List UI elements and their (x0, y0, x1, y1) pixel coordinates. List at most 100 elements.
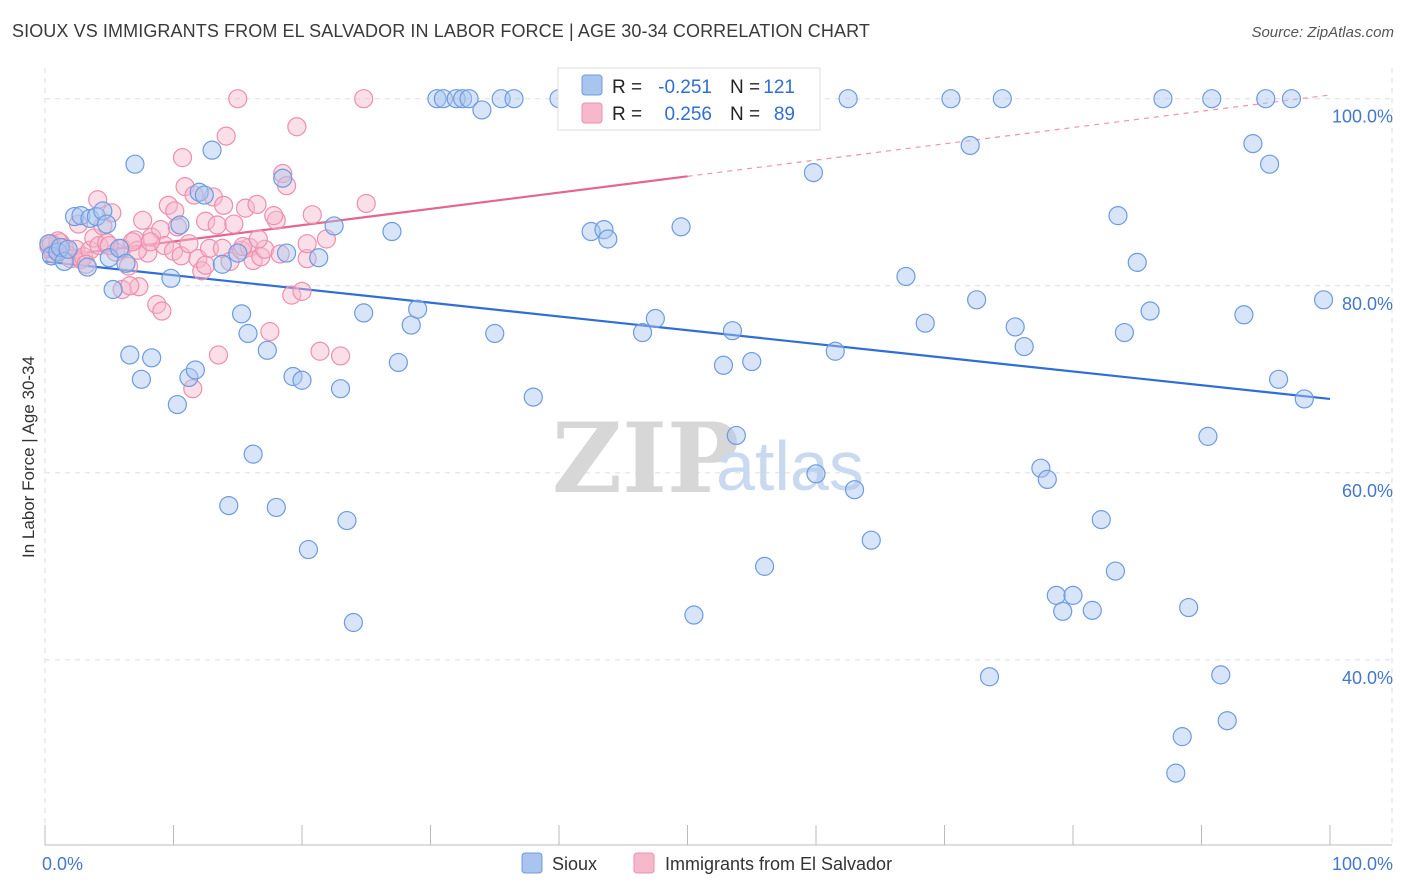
sioux-point-114 (1217, 711, 1237, 731)
sioux-point-43 (324, 216, 344, 236)
sioux-point-80 (803, 163, 824, 183)
salvador-point-39 (207, 215, 227, 235)
salvador-point-21 (133, 210, 153, 230)
sioux-point-67 (632, 322, 653, 343)
salvador-point-63 (330, 346, 351, 366)
salvador-point-85 (270, 244, 290, 264)
sioux-point-14 (103, 279, 123, 300)
salvador-point-54 (273, 163, 293, 184)
salvador-point-58 (292, 281, 312, 301)
salvador-trend-line (44, 175, 688, 259)
sioux-point-33 (238, 323, 258, 344)
legend-salv-label: Immigrants from El Salvador (665, 854, 892, 874)
salvador-point-32 (179, 234, 199, 254)
sioux-point-92 (992, 89, 1012, 109)
sioux-point-70 (671, 217, 691, 237)
salvador-point-81 (214, 195, 234, 215)
sioux-point-97 (1046, 585, 1066, 605)
salvador-point-43 (224, 214, 244, 234)
sioux-point-45 (337, 510, 357, 531)
stats-salv-r-label: R = (612, 104, 642, 125)
legend-salv-swatch (633, 852, 655, 874)
salvador-point-49 (247, 194, 267, 215)
sioux-point-111 (1198, 426, 1218, 446)
stats-box: R = -0.251 N = 121 R = 0.256 N = 89 (557, 67, 821, 131)
sioux-point-4 (54, 251, 74, 272)
sioux-point-109 (1172, 727, 1192, 747)
sioux-point-27 (194, 185, 214, 205)
sioux-point-24 (179, 367, 199, 388)
sioux-point-58 (485, 323, 505, 344)
sioux-point-23 (170, 215, 190, 235)
sioux-point-68 (645, 308, 665, 329)
sioux-point-120 (1281, 89, 1302, 109)
salvador-point-69 (120, 276, 140, 296)
salvador-point-64 (354, 89, 374, 109)
sioux-point-101 (1091, 510, 1111, 530)
sioux-point-50 (401, 315, 421, 335)
stats-sioux-n-label: N = (730, 77, 760, 98)
sioux-point-103 (1108, 206, 1128, 226)
y-tick-label-1: 60.0% (1342, 481, 1393, 501)
salvador-point-51 (255, 239, 275, 259)
stats-salv-swatch (581, 102, 603, 124)
salvador-point-67 (183, 379, 203, 399)
sioux-point-37 (273, 168, 293, 188)
salvador-point-46 (235, 198, 256, 218)
sioux-point-42 (309, 248, 329, 268)
trend-layer (44, 94, 1331, 401)
salvador-point-36 (196, 211, 216, 231)
y-axis-label: In Labor Force | Age 30-34 (19, 356, 38, 558)
sioux-point-32 (232, 304, 252, 324)
stats-sioux-n-value: 121 (763, 77, 795, 98)
sioux-point-110 (1179, 597, 1199, 618)
sioux-point-121 (1294, 389, 1314, 409)
sioux-point-57 (472, 100, 492, 120)
salvador-point-86 (297, 234, 317, 254)
sioux-point-51 (408, 299, 428, 319)
sioux-point-78 (754, 556, 775, 576)
salvador-point-44 (228, 89, 248, 109)
salvador-point-82 (233, 236, 253, 257)
stats-salv-r-value: 0.256 (664, 104, 712, 125)
sioux-point-64 (594, 220, 614, 240)
salvador-point-57 (287, 117, 307, 137)
sioux-point-12 (97, 214, 117, 234)
sioux-point-47 (354, 303, 374, 323)
sioux-point-60 (504, 89, 524, 109)
salvador-point-33 (184, 185, 204, 205)
sioux-point-99 (1063, 585, 1083, 605)
sioux-point-17 (120, 345, 140, 365)
sioux-point-91 (979, 667, 1000, 687)
salvador-point-65 (356, 193, 376, 214)
sioux-point-84 (844, 480, 865, 500)
sioux-point-30 (219, 495, 239, 516)
salvador-point-61 (310, 341, 330, 361)
sioux-point-56 (459, 89, 479, 109)
sioux-point-116 (1243, 134, 1263, 154)
sioux-point-6 (64, 206, 85, 227)
y-tick-label-2: 80.0% (1342, 294, 1393, 314)
sioux-point-83 (838, 89, 858, 109)
sioux-point-61 (523, 387, 543, 407)
sioux-point-89 (960, 135, 980, 156)
sioux-point-26 (189, 182, 209, 202)
sioux-point-8 (77, 257, 98, 277)
sioux-point-107 (1153, 89, 1173, 109)
sioux-point-94 (1014, 336, 1034, 357)
sioux-point-118 (1260, 154, 1280, 174)
sioux-point-86 (896, 266, 916, 287)
stats-salv-n-value: 89 (774, 104, 795, 125)
sioux-point-21 (161, 268, 181, 288)
sioux-point-87 (915, 313, 935, 333)
sioux-point-19 (131, 369, 151, 389)
sioux-point-75 (726, 425, 746, 446)
sioux-point-95 (1031, 458, 1051, 478)
sioux-point-113 (1211, 665, 1231, 685)
salvador-point-83 (248, 229, 268, 249)
sioux-point-73 (713, 355, 734, 375)
sioux-point-65 (598, 229, 618, 249)
sioux-trend-line (44, 260, 1331, 401)
sioux-point-85 (861, 530, 881, 550)
